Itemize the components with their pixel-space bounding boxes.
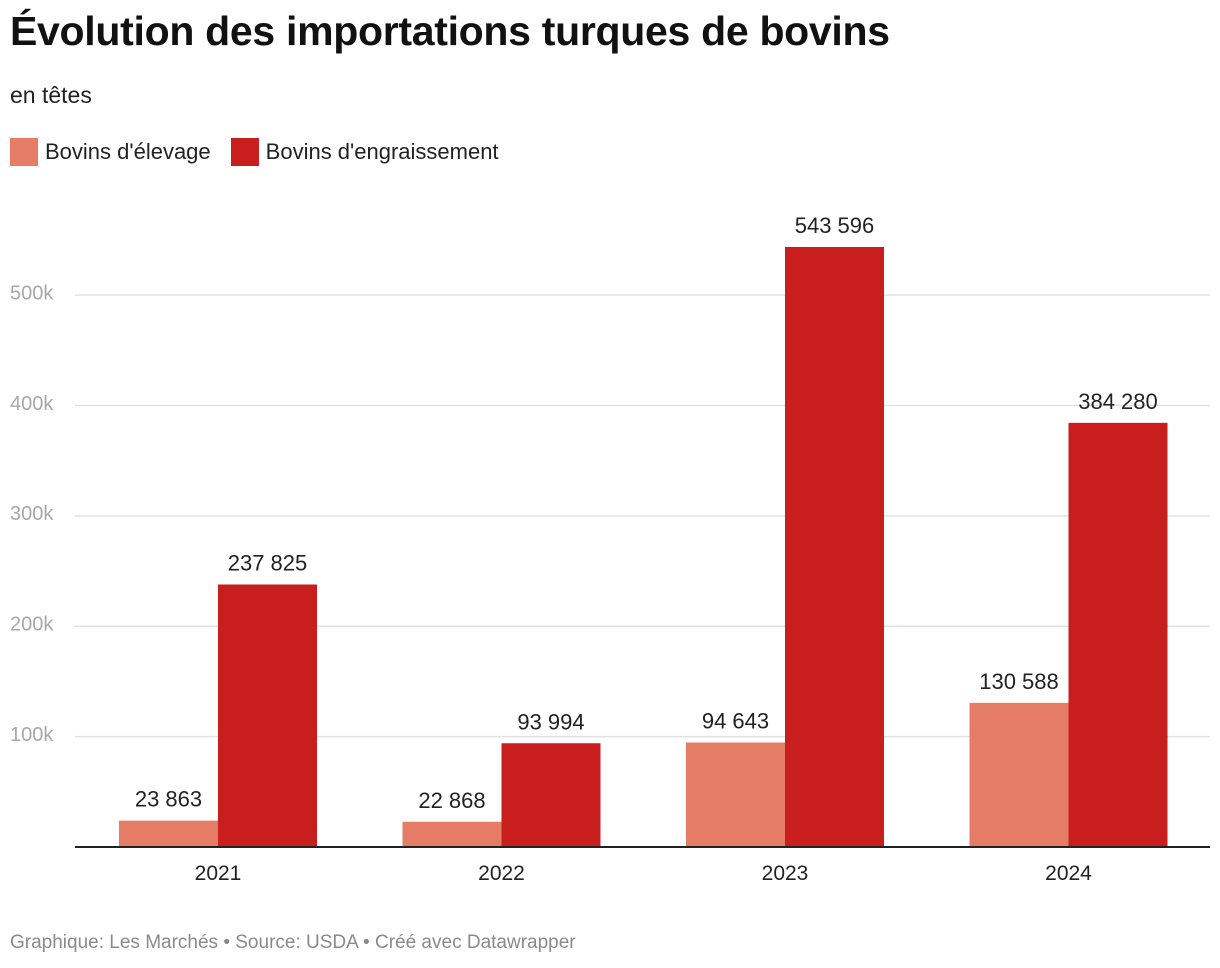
x-tick-label: 2021 <box>195 862 242 885</box>
data-label: 543 596 <box>795 213 875 238</box>
chart-subtitle: en têtes <box>10 82 92 108</box>
x-tick-label: 2024 <box>1045 862 1092 885</box>
data-label: 237 825 <box>228 550 308 575</box>
bar <box>1068 422 1168 847</box>
legend-swatch-engraissement <box>230 138 259 166</box>
data-label: 94 643 <box>702 709 769 734</box>
bar <box>119 820 218 847</box>
y-tick-label: 200k <box>10 614 54 636</box>
bar <box>969 702 1069 847</box>
legend-item-elevage: Bovins d'élevage <box>10 138 211 166</box>
y-tick-label: 300k <box>10 503 54 525</box>
bar-chart: 100k 200k 300k 400k 500k 23 863 237 825 2021 22 … <box>10 213 1210 885</box>
y-tick-label: 500k <box>10 282 54 304</box>
legend-label-elevage: Bovins d'élevage <box>45 139 211 164</box>
footer-credits: Graphique: Les Marchés • Source: USDA • … <box>10 932 576 953</box>
chart-title: Évolution des importations turques de bo… <box>10 8 890 54</box>
y-tick-label: 100k <box>10 724 54 746</box>
legend-swatch-elevage <box>10 138 38 166</box>
bar <box>501 743 601 847</box>
bar <box>686 742 785 847</box>
y-tick-label: 400k <box>10 393 54 415</box>
bar <box>218 584 317 847</box>
data-label: 22 868 <box>418 788 485 813</box>
bar <box>402 821 502 847</box>
bar <box>785 247 884 847</box>
legend: Bovins d'élevage Bovins d'engraissement <box>10 138 519 166</box>
legend-item-engraissement: Bovins d'engraissement <box>230 138 499 166</box>
x-tick-label: 2023 <box>762 862 809 885</box>
legend-label-engraissement: Bovins d'engraissement <box>265 139 499 164</box>
data-label: 23 863 <box>135 787 202 812</box>
data-label: 384 280 <box>1078 389 1158 414</box>
x-tick-label: 2022 <box>478 862 525 885</box>
data-label: 130 588 <box>979 669 1059 694</box>
data-label: 93 994 <box>517 709 584 734</box>
